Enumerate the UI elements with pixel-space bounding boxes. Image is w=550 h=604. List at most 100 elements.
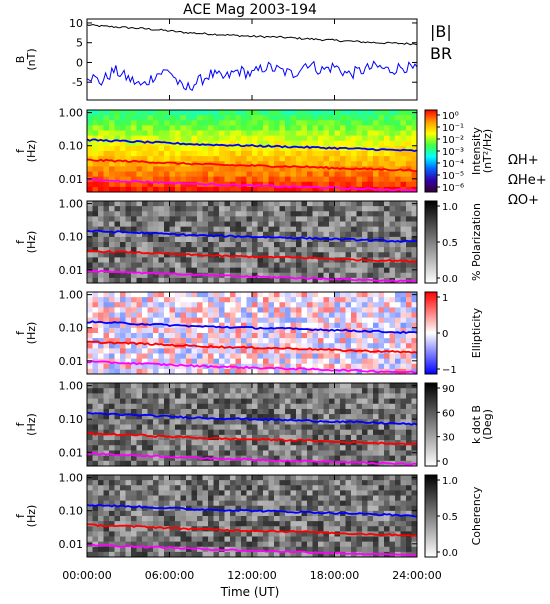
heatmap-cell [307, 211, 313, 217]
heatmap-cell [175, 263, 181, 269]
heatmap-cell [159, 501, 165, 507]
heatmap-cell [197, 110, 203, 116]
heatmap-cell [335, 172, 341, 178]
heatmap-cell [181, 531, 187, 537]
heatmap-cell [307, 242, 313, 248]
heatmap-cell [296, 450, 302, 456]
heatmap-cell [214, 425, 220, 431]
heatmap-cell [87, 120, 93, 126]
heatmap-cell [104, 201, 110, 207]
heatmap-cell [313, 409, 319, 415]
heatmap-cell [291, 172, 297, 178]
heatmap-cell [236, 292, 242, 298]
heatmap-cell [252, 354, 258, 360]
heatmap-cell [153, 393, 159, 399]
heatmap-cell [186, 440, 192, 446]
heatmap-cell [131, 485, 137, 491]
heatmap-cell [192, 263, 198, 269]
heatmap-cell [120, 490, 126, 496]
heatmap-cell [318, 216, 324, 222]
heatmap-cell [241, 388, 247, 394]
heatmap-cell [87, 348, 93, 354]
heatmap-cell [126, 151, 132, 157]
heatmap-cell [115, 302, 121, 308]
heatmap-cell [296, 211, 302, 217]
heatmap-cell [148, 313, 154, 319]
heatmap-cell [362, 430, 368, 436]
y-tick-label: 0.01 [59, 447, 84, 460]
heatmap-cell [252, 177, 258, 183]
heatmap-cell [362, 496, 368, 502]
heatmap-cell [357, 388, 363, 394]
heatmap-cell [263, 404, 269, 410]
heatmap-cell [406, 242, 412, 248]
heatmap-cell [401, 388, 407, 394]
heatmap-cell [357, 364, 363, 370]
heatmap-cell [258, 516, 264, 522]
heatmap-cell [219, 292, 225, 298]
heatmap-cell [175, 328, 181, 334]
heatmap-cell [384, 211, 390, 217]
heatmap-cell [93, 146, 99, 152]
heatmap-cell [373, 131, 379, 137]
heatmap-cell [208, 501, 214, 507]
heatmap-cell [258, 388, 264, 394]
heatmap-cell [406, 222, 412, 228]
heatmap-cell [208, 307, 214, 313]
heatmap-cell [329, 156, 335, 162]
heatmap-cell [258, 211, 264, 217]
heatmap-cell [384, 222, 390, 228]
heatmap-cell [170, 263, 176, 269]
heatmap-cell [263, 450, 269, 456]
heatmap-cell [98, 480, 104, 486]
heatmap-cell [384, 151, 390, 157]
heatmap-cell [401, 297, 407, 303]
heatmap-cell [241, 348, 247, 354]
heatmap-cell [313, 172, 319, 178]
heatmap-cell [335, 456, 341, 462]
heatmap-cell [109, 511, 115, 517]
heatmap-cell [324, 359, 330, 365]
heatmap-cell [401, 206, 407, 212]
heatmap-cell [362, 359, 368, 365]
heatmap-cell [329, 161, 335, 167]
heatmap-cell [219, 110, 225, 116]
heatmap-cell [368, 480, 374, 486]
heatmap-cell [401, 136, 407, 142]
heatmap-cell [263, 388, 269, 394]
heatmap-cell [115, 475, 121, 481]
heatmap-cell [296, 263, 302, 269]
heatmap-cell [379, 323, 385, 329]
heatmap-cell [368, 501, 374, 507]
heatmap-cell [390, 526, 396, 532]
heatmap-cell [324, 216, 330, 222]
heatmap-cell [175, 206, 181, 212]
heatmap-cell [313, 343, 319, 349]
heatmap-cell [302, 445, 308, 451]
heatmap-cell [230, 151, 236, 157]
heatmap-cell [390, 141, 396, 147]
heatmap-cell [263, 393, 269, 399]
heatmap-cell [252, 247, 258, 253]
heatmap-cell [362, 216, 368, 222]
heatmap-cell [98, 445, 104, 451]
heatmap-cell [329, 323, 335, 329]
heatmap-cell [109, 146, 115, 152]
heatmap-cell [203, 338, 209, 344]
heatmap-cell [159, 496, 165, 502]
heatmap-cell [258, 445, 264, 451]
heatmap-cell [373, 302, 379, 308]
heatmap-cell [274, 110, 280, 116]
heatmap-cell [401, 125, 407, 131]
heatmap-cell [230, 450, 236, 456]
heatmap-cell [395, 393, 401, 399]
heatmap-cell [401, 263, 407, 269]
heatmap-cell [346, 313, 352, 319]
heatmap-cell [142, 485, 148, 491]
heatmap-cell [307, 131, 313, 137]
heatmap-cell [395, 485, 401, 491]
heatmap-cell [214, 480, 220, 486]
heatmap-cell [137, 211, 143, 217]
heatmap-cell [351, 547, 357, 553]
heatmap-cell [340, 343, 346, 349]
